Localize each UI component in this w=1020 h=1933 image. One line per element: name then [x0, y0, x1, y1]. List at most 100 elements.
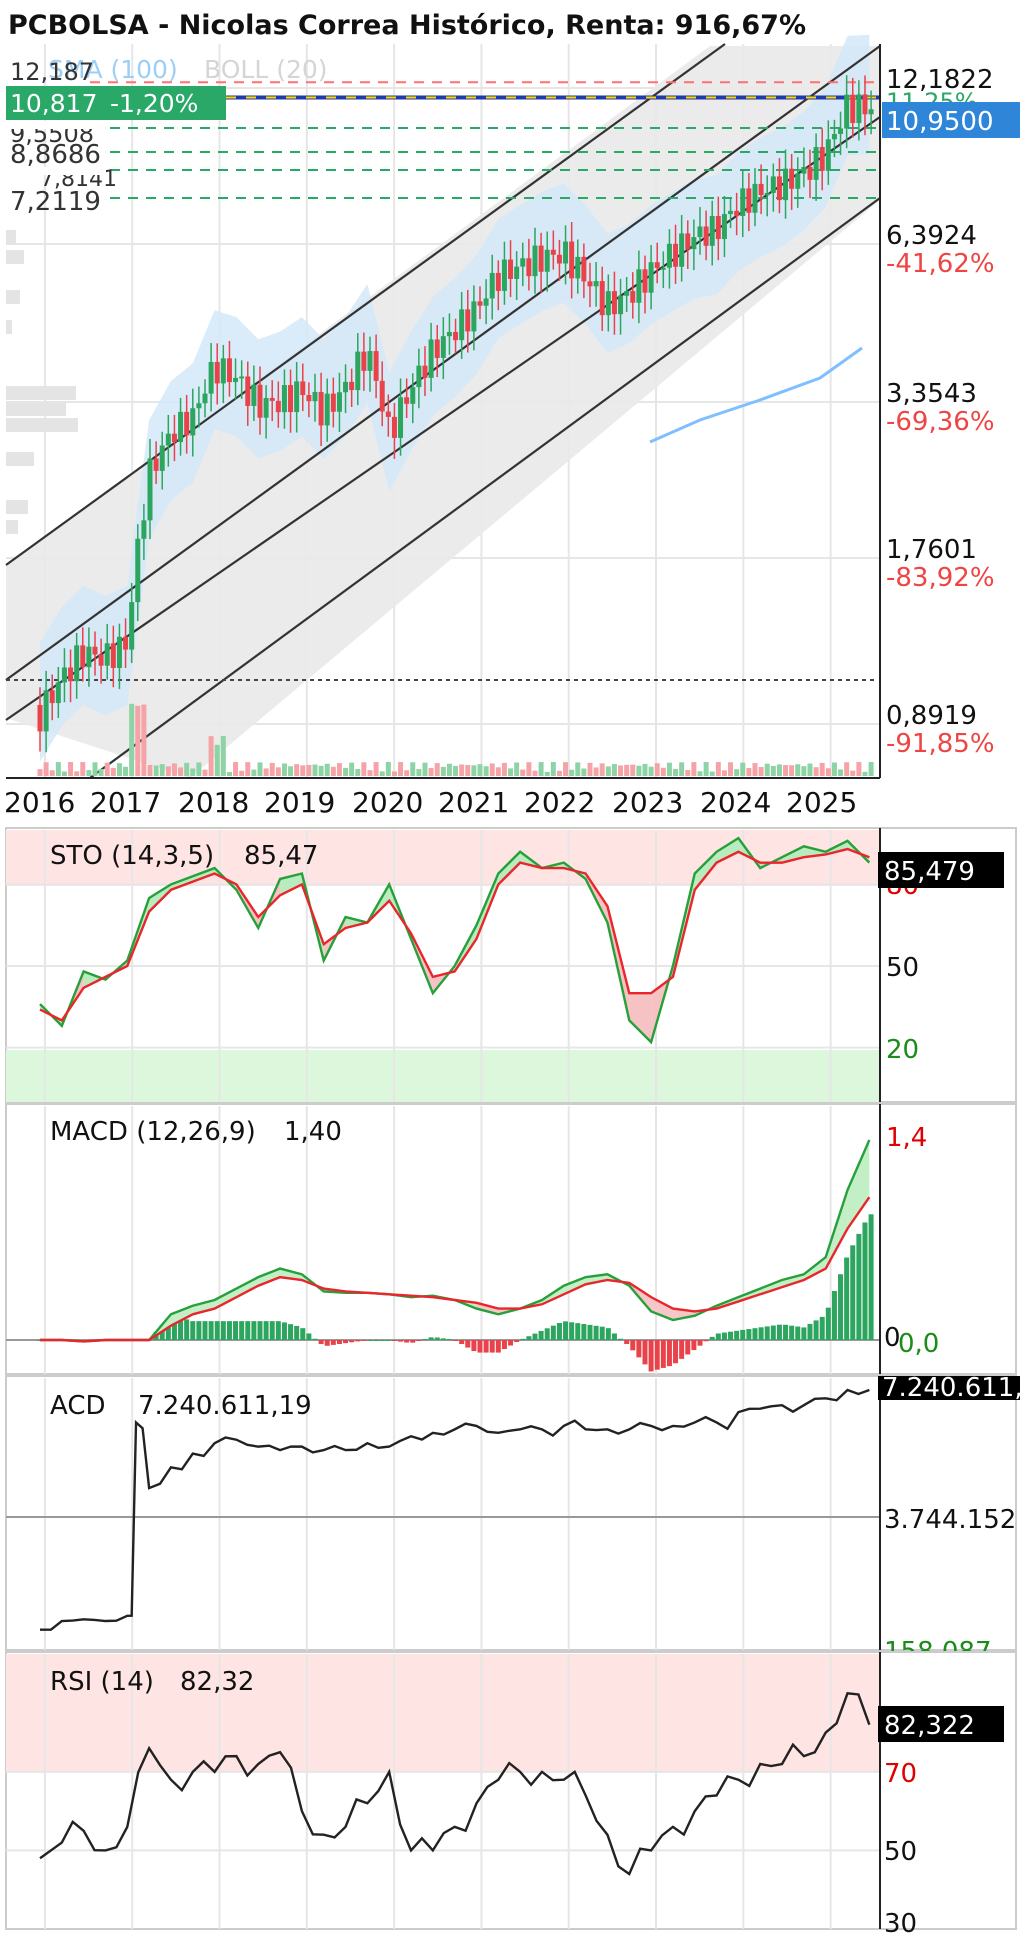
candle-body-43	[300, 381, 306, 396]
sto-fill-2	[83, 971, 106, 988]
macd-hist-bar-110	[709, 1336, 715, 1340]
candle-body-29	[214, 361, 220, 384]
candle-body-115	[740, 188, 746, 216]
volume-bar-90	[587, 762, 593, 776]
macd-hist-bar-125	[801, 1327, 807, 1340]
rsi-tick-50: 50	[884, 1837, 917, 1867]
boll-legend: BOLL (20)	[204, 55, 328, 84]
volume-bar-20	[159, 764, 165, 776]
axis-price-1: 6,3924	[886, 221, 977, 251]
macd-hist-bar-71	[471, 1340, 477, 1352]
candle-body-122	[783, 168, 789, 201]
chart-title: PCBOLSA - Nicolas Correa Histórico, Rent…	[8, 10, 806, 41]
candle-body-76	[501, 259, 507, 291]
volume-bar-25	[190, 768, 196, 776]
volume-bar-12	[110, 767, 116, 776]
candle-body-105	[679, 233, 685, 267]
candle-body-34	[245, 376, 251, 406]
volume-bar-51	[349, 762, 355, 776]
volume-bar-75	[495, 767, 501, 776]
volume-bar-112	[721, 770, 727, 776]
axis-price-2: 3,3543	[886, 379, 977, 409]
macd-hist-bar-90	[587, 1324, 593, 1340]
macd-hist-bar-23	[178, 1317, 184, 1340]
volume-bar-130	[831, 762, 837, 776]
volume-bar-69	[459, 764, 465, 776]
macd-hist-bar-94	[611, 1333, 617, 1340]
candle-body-75	[495, 272, 501, 291]
macd-hist-bar-57	[385, 1340, 391, 1341]
volume-profile-1	[6, 250, 24, 264]
volume-bar-126	[807, 763, 813, 776]
candle-body-119	[764, 192, 770, 196]
candle-body-58	[391, 416, 397, 438]
macd-hist-bar-76	[501, 1340, 507, 1350]
macd-hist-bar-126	[807, 1323, 813, 1340]
candle-body-120	[770, 176, 776, 193]
candle-body-25	[190, 408, 196, 436]
macd-hist-bar-34	[245, 1321, 251, 1340]
candle-body-13	[116, 636, 122, 668]
bollinger-band	[40, 34, 870, 762]
left-level-2-mask	[6, 121, 106, 129]
volume-bar-57	[385, 762, 391, 776]
macd-hist-bar-62	[416, 1340, 422, 1341]
volume-bar-36	[257, 762, 263, 776]
macd-hist-bar-24	[184, 1319, 190, 1340]
macd-hist-bar-133	[850, 1245, 856, 1340]
macd-hist-bar-79	[520, 1338, 526, 1340]
candle-body-104	[673, 243, 679, 267]
volume-bar-78	[514, 762, 520, 776]
volume-bar-134	[856, 762, 862, 776]
volume-bar-4	[61, 771, 67, 776]
macd-hist-bar-119	[764, 1326, 770, 1340]
macd-hist-bar-54	[367, 1340, 373, 1341]
volume-bar-106	[685, 770, 691, 776]
macd-hist-bar-59	[398, 1340, 404, 1342]
candle-body-49	[336, 392, 342, 412]
volume-bar-117	[752, 763, 758, 776]
macd-hist-bar-50	[343, 1340, 349, 1344]
candle-body-32	[233, 377, 239, 383]
axis-pct-4: -91,85%	[886, 729, 995, 759]
volume-bar-37	[263, 768, 269, 776]
candle-body-28	[208, 361, 214, 394]
volume-bar-53	[361, 762, 367, 776]
macd-axis-zero: 0	[884, 1323, 901, 1353]
candle-body-50	[343, 381, 349, 393]
volume-profile-6	[6, 418, 78, 432]
volume-bar-15	[129, 703, 135, 776]
volume-bar-87	[569, 769, 575, 776]
volume-profile-0	[6, 230, 16, 244]
candle-body-118	[758, 183, 764, 196]
candle-body-89	[581, 256, 587, 282]
candle-body-90	[587, 281, 593, 287]
candle-body-17	[141, 520, 147, 539]
macd-hist-bar-25	[190, 1321, 196, 1340]
macd-hist-bar-116	[746, 1329, 752, 1340]
sto-value-badge	[878, 852, 1004, 888]
acd-badge-text: 7.240.611,	[882, 1373, 1020, 1403]
macd-hist-bar-88	[575, 1323, 581, 1340]
candle-body-24	[184, 411, 190, 436]
candle-body-114	[734, 210, 740, 216]
volume-bar-125	[801, 766, 807, 776]
volume-bar-23	[178, 767, 184, 776]
rsi-tick-70: 70	[884, 1759, 917, 1789]
macd-hist-bar-132	[844, 1257, 850, 1340]
macd-hist-bar-65	[434, 1337, 440, 1340]
candle-body-109	[703, 226, 709, 246]
volume-bar-73	[483, 766, 489, 776]
candle-body-78	[514, 266, 520, 279]
candle-body-33	[239, 376, 245, 379]
candle-body-91	[593, 281, 599, 287]
volume-bar-10	[98, 768, 104, 776]
candle-body-11	[104, 643, 110, 666]
volume-bar-93	[605, 766, 611, 776]
volume-bar-85	[556, 770, 562, 776]
volume-bar-132	[844, 762, 850, 776]
volume-bar-39	[275, 767, 281, 776]
macd-hist-bar-105	[679, 1340, 685, 1359]
candle-body-41	[288, 385, 294, 413]
volume-bar-0	[37, 769, 43, 776]
